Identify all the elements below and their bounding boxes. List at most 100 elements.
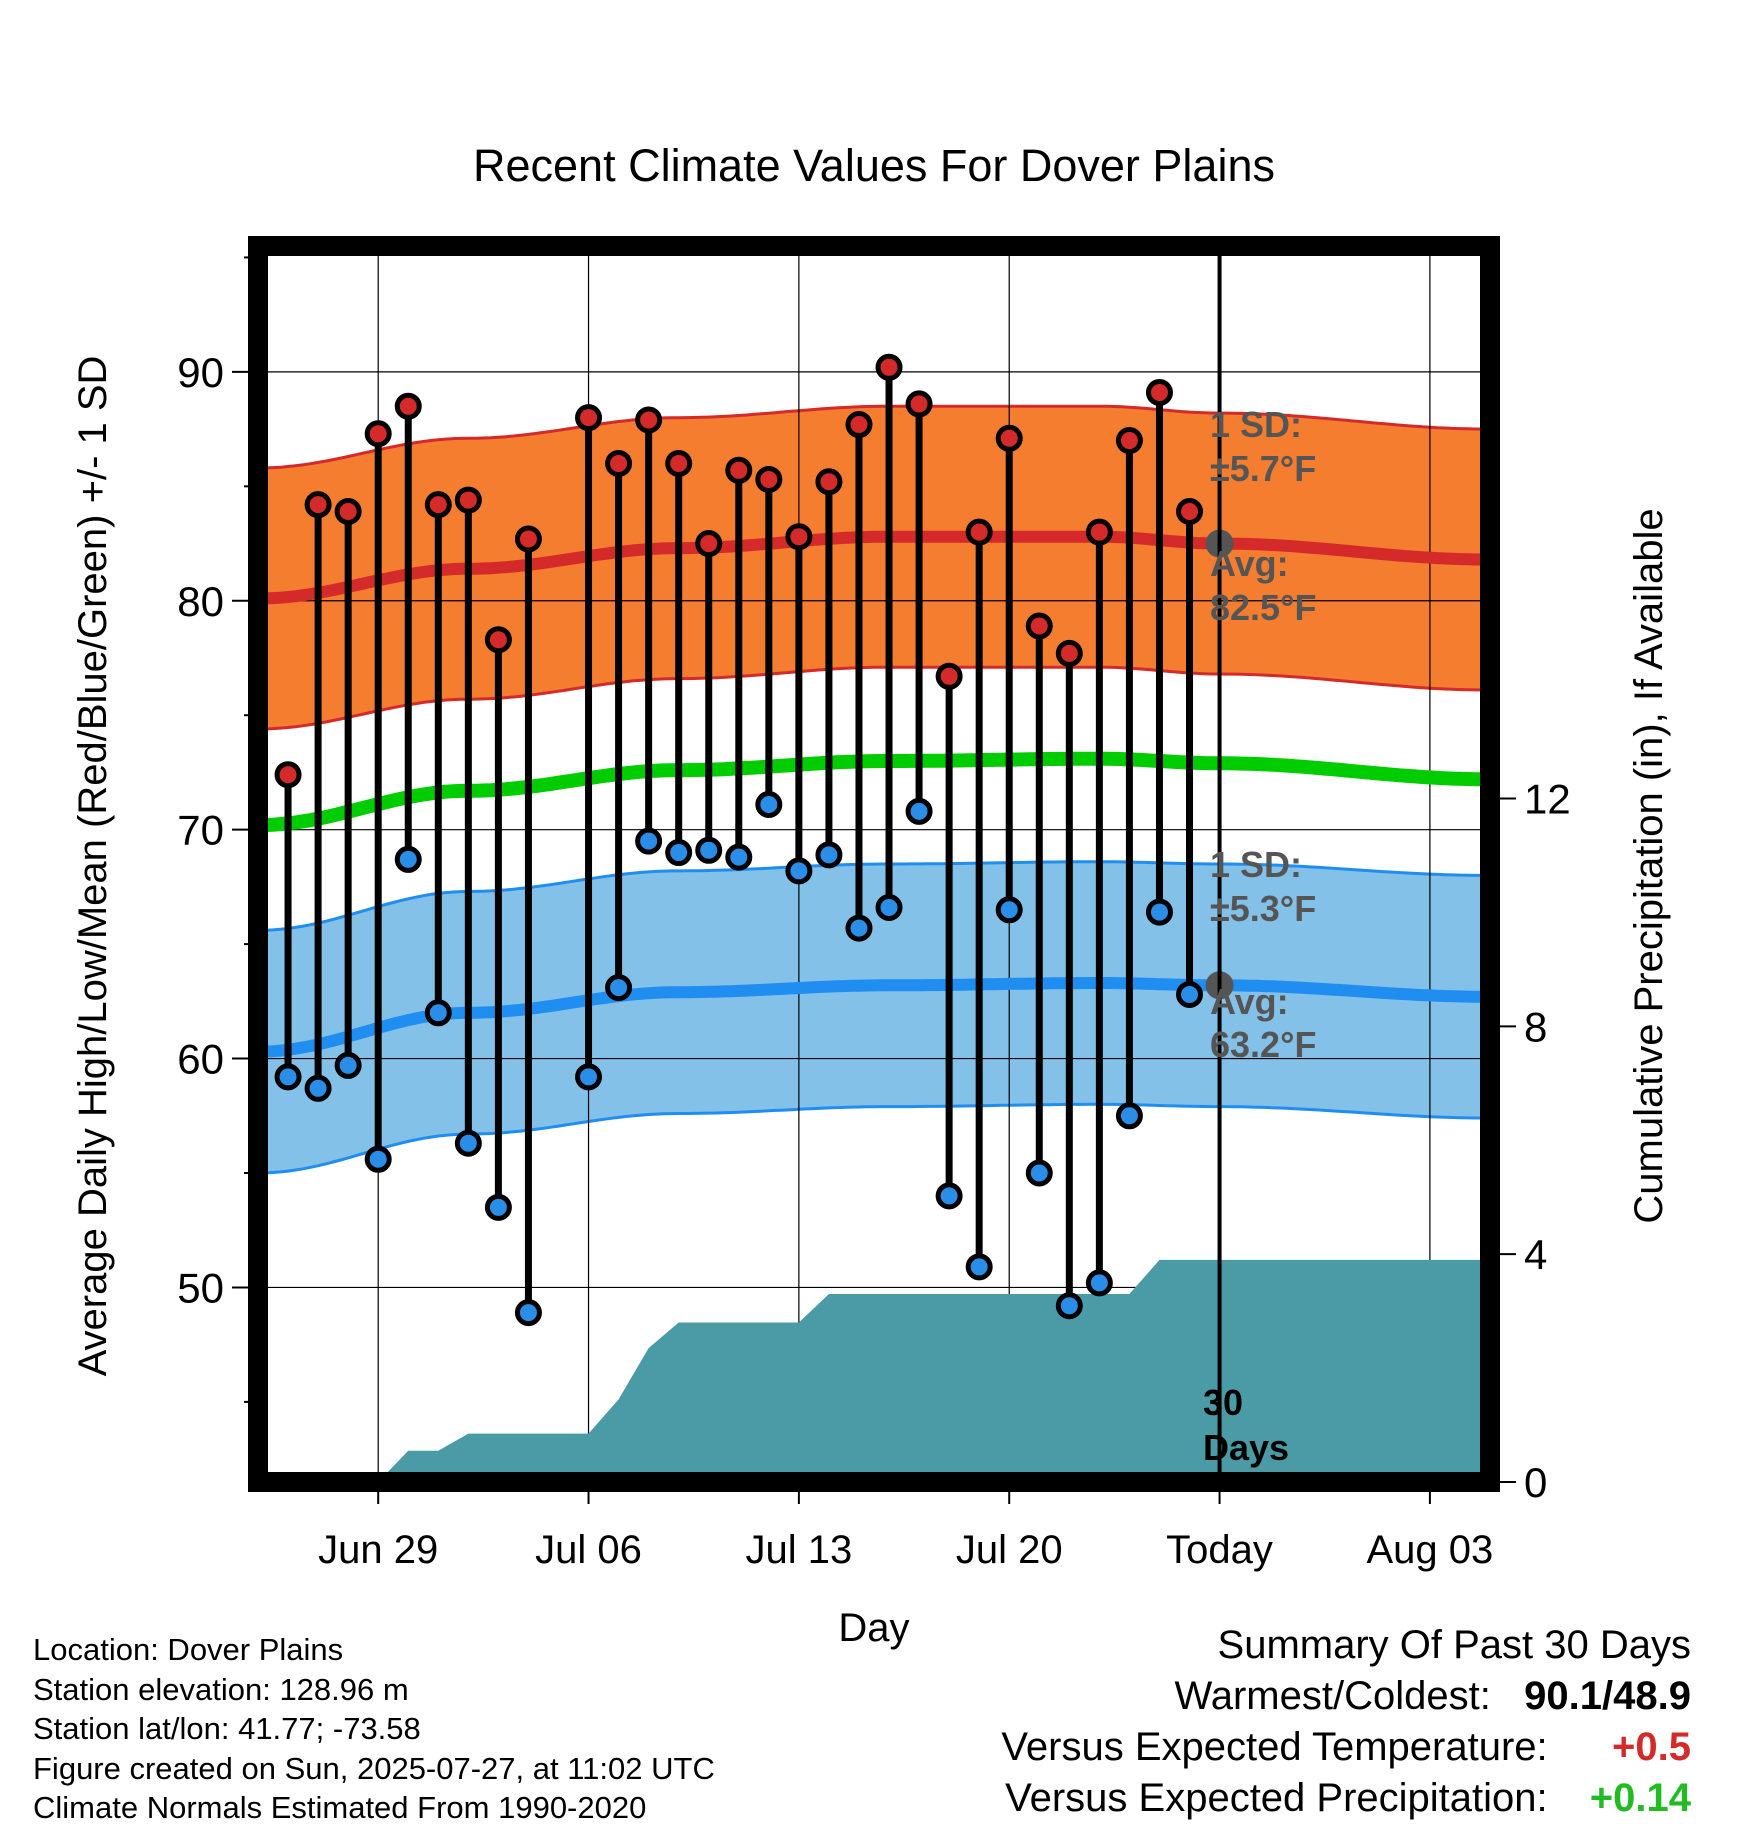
low-point-2025-07-23 (1085, 1269, 1113, 1297)
high-point-2025-07-13 (785, 523, 813, 551)
warm-cold-label: Warmest/Coldest: (1174, 1674, 1491, 1718)
high-sd-label: 1 SD: (1210, 404, 1302, 445)
precip-anomaly-value: +0.14 (1589, 1776, 1691, 1820)
low-point-2025-07-13 (785, 857, 813, 885)
high-point-2025-06-29 (364, 420, 392, 448)
precip-area-group (288, 1259, 1490, 1482)
low-point-2025-07-09 (665, 839, 693, 867)
low-point-2025-07-20 (995, 896, 1023, 924)
high-band-upper-edge (257, 404, 1490, 470)
temp-label: Versus Expected Temperature: (1001, 1725, 1548, 1769)
low-avg-value: 63.2°F (1210, 1024, 1316, 1065)
x-tick-label-4: Today (1166, 1528, 1273, 1572)
high-point-2025-07-07 (605, 449, 633, 477)
high-avg-label: Avg: (1210, 543, 1289, 584)
elevation-text: Station elevation: 128.96 m (33, 1671, 409, 1707)
low-point-2025-06-30 (394, 845, 422, 873)
low-point-2025-07-24 (1115, 1102, 1143, 1130)
y-tick-label-50: 50 (177, 1264, 224, 1311)
low-point-2025-07-16 (875, 893, 903, 921)
low-avg-label: Avg: (1210, 981, 1289, 1022)
low-point-2025-07-07 (605, 974, 633, 1002)
low-point-2025-07-02 (454, 1129, 482, 1157)
high-sd-value: ±5.7°F (1210, 448, 1316, 489)
low-point-2025-06-27 (304, 1074, 332, 1102)
daily-points (274, 353, 1234, 1327)
high-point-2025-07-04 (514, 525, 542, 553)
latlon-text: Station lat/lon: 41.77; -73.58 (33, 1711, 421, 1746)
high-point-2025-07-11 (725, 456, 753, 484)
low-point-2025-07-14 (815, 841, 843, 869)
high-point-2025-07-21 (1025, 612, 1053, 640)
high-point-2025-07-20 (995, 424, 1023, 452)
y2-tick-label-12: 12 (1524, 775, 1571, 822)
high-sd-band (257, 404, 1490, 731)
high-band-fill (258, 406, 1490, 729)
low-point-2025-06-28 (334, 1051, 362, 1079)
high-band-lower-edge (257, 665, 1490, 731)
low-point-2025-07-15 (845, 914, 873, 942)
high-point-2025-07-24 (1115, 427, 1143, 455)
created-text: Figure created on Sun, 2025-07-27, at 11… (33, 1750, 715, 1786)
avg-high-line (257, 530, 1491, 605)
low-point-2025-07-18 (935, 1182, 963, 1210)
summary-panel: Summary Of Past 30 Days Warmest/Coldest:… (1001, 1620, 1691, 1824)
high-point-2025-07-06 (575, 404, 603, 432)
annotations: 1 SD: ±5.7°F Avg: 82.5°F 1 SD: ±5.3°F Av… (1203, 404, 1316, 1468)
high-point-2025-06-27 (304, 491, 332, 519)
low-band-upper-edge (257, 860, 1490, 932)
low-point-2025-07-26 (1176, 980, 1204, 1008)
high-point-2025-06-30 (394, 392, 422, 420)
high-point-2025-07-17 (905, 390, 933, 418)
y2-tick-label-4: 4 (1524, 1231, 1547, 1278)
normals-text: Climate Normals Estimated From 1990-2020 (33, 1790, 647, 1825)
y-tick-label-90: 90 (177, 349, 224, 396)
high-point-2025-06-26 (274, 761, 302, 789)
high-point-2025-07-15 (845, 411, 873, 439)
plot-frame (248, 236, 1500, 1492)
high-point-2025-07-22 (1055, 639, 1083, 667)
high-point-2025-07-16 (875, 353, 903, 381)
low-point-2025-06-29 (364, 1145, 392, 1173)
low-point-2025-07-03 (484, 1193, 512, 1221)
high-point-2025-07-09 (665, 449, 693, 477)
y-axis-label: Average Daily High/Low/Mean (Red/Blue/Gr… (71, 356, 115, 1377)
precip-label: Versus Expected Precipitation: (1005, 1776, 1548, 1820)
low-point-2025-07-06 (575, 1063, 603, 1091)
chart-title: Recent Climate Values For Dover Plains (473, 140, 1275, 191)
precip-row: Versus Expected Precipitation: +0.14 (1001, 1773, 1691, 1824)
normal-lines (257, 530, 1491, 1058)
low-point-2025-07-21 (1025, 1159, 1053, 1187)
high-point-2025-07-19 (965, 518, 993, 546)
window-days-number: 30 (1203, 1382, 1243, 1423)
y2-tick-label-8: 8 (1524, 1003, 1547, 1050)
x-tick-label-0: Jun 29 (318, 1528, 438, 1572)
low-point-2025-07-25 (1145, 898, 1173, 926)
high-point-2025-07-26 (1176, 498, 1204, 526)
high-point-2025-07-18 (935, 662, 963, 690)
window-days-label: Days (1203, 1427, 1289, 1468)
low-band-fill (258, 861, 1490, 1173)
low-point-2025-07-22 (1055, 1292, 1083, 1320)
high-avg-value: 82.5°F (1210, 587, 1316, 628)
high-point-2025-07-23 (1085, 518, 1113, 546)
high-point-2025-06-28 (334, 498, 362, 526)
x-tick-label-1: Jul 06 (535, 1528, 642, 1572)
y-tick-label-60: 60 (177, 1036, 224, 1083)
temp-anomaly-value: +0.5 (1612, 1725, 1691, 1769)
summary-title: Summary Of Past 30 Days (1217, 1623, 1691, 1667)
daily-range-stems (284, 367, 1194, 1313)
x-axis-label: Day (838, 1606, 909, 1650)
axes: 50 60 70 80 90 0 4 8 12 Jun 29 Jul 06 Jul 13 Jul 20 T… (177, 256, 1571, 1572)
high-point-2025-07-03 (484, 626, 512, 654)
high-point-2025-07-02 (454, 486, 482, 514)
low-sd-label: 1 SD: (1210, 844, 1302, 885)
high-point-2025-07-10 (695, 530, 723, 558)
x-tick-label-2: Jul 13 (746, 1528, 853, 1572)
y-tick-label-80: 80 (177, 578, 224, 625)
low-point-2025-07-17 (905, 797, 933, 825)
low-point-2025-07-19 (965, 1253, 993, 1281)
low-point-2025-07-12 (755, 790, 783, 818)
location-text: Location: Dover Plains (33, 1632, 344, 1667)
